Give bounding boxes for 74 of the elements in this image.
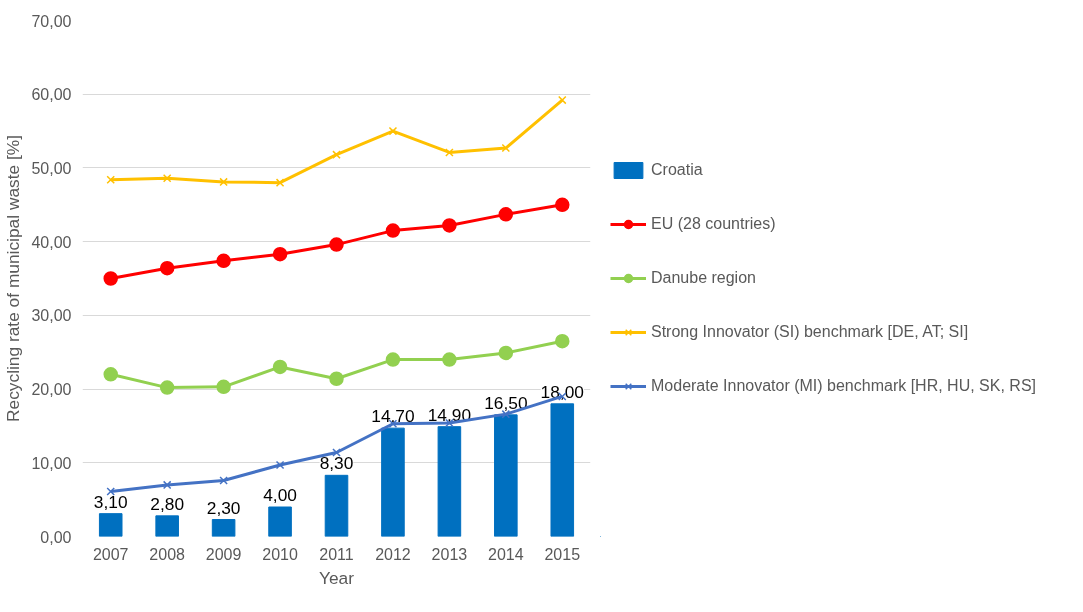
- data-label: 8,30: [319, 453, 354, 474]
- data-label: 14,90: [427, 404, 472, 425]
- point: [388, 126, 398, 136]
- point: [103, 271, 118, 286]
- point: [555, 197, 570, 213]
- bar: [155, 515, 179, 537]
- point: [385, 352, 401, 367]
- point: [557, 95, 567, 105]
- data-label: 16,50: [484, 392, 528, 413]
- point: [442, 352, 457, 367]
- x-tick-label: 2007: [92, 545, 129, 563]
- bar: [437, 426, 462, 537]
- data-label: 2,80: [150, 493, 185, 514]
- y-tick-label: 40,00: [31, 233, 72, 251]
- point: [329, 237, 344, 252]
- point: [103, 367, 118, 382]
- data-label: 2,30: [206, 497, 241, 518]
- y-tick-label: 70,00: [31, 12, 72, 30]
- x-tick-label: 2009: [205, 545, 242, 563]
- point: [275, 178, 285, 187]
- x-tick-label: 2008: [149, 545, 186, 563]
- point: [498, 345, 514, 361]
- point: [219, 476, 228, 485]
- x-tick-label: 2010: [262, 545, 298, 563]
- x-tick-label: 2012: [375, 545, 411, 563]
- point: [162, 173, 172, 183]
- data-label: 14,70: [371, 406, 415, 427]
- point: [329, 371, 344, 386]
- point: [442, 218, 457, 233]
- legend-label: Moderate Innovator (MI) benchmark [HR, HU, SK, RS]: [651, 377, 1037, 395]
- point: [332, 448, 341, 457]
- point: [159, 260, 175, 276]
- y-axis-title: Recycling rate of municipal waste [%]: [3, 135, 24, 422]
- point: [106, 175, 116, 185]
- legend-label: Croatia: [651, 161, 703, 179]
- point: [159, 380, 175, 395]
- point: [216, 253, 231, 269]
- point: [332, 150, 341, 159]
- x-tick-label: 2015: [544, 545, 581, 563]
- y-tick-label: 60,00: [31, 86, 72, 104]
- point: [555, 333, 570, 349]
- y-tick-label: 0,00: [40, 528, 72, 546]
- data-label: 3,10: [93, 491, 128, 512]
- point: [498, 207, 514, 222]
- legend-label: Strong Innovator (SI) benchmark [DE, AT; SI]: [651, 323, 969, 341]
- x-axis-title: Year: [318, 567, 355, 588]
- y-tick-label: 50,00: [31, 159, 72, 177]
- legend-label: Danube region: [651, 269, 756, 287]
- legend-label: EU (28 countries): [651, 215, 776, 233]
- point: [272, 359, 288, 375]
- point: [501, 143, 511, 153]
- point: [275, 460, 285, 470]
- bar: [324, 474, 349, 537]
- x-tick-label: 2014: [488, 545, 524, 563]
- y-tick-label: 10,00: [31, 454, 72, 472]
- bar: [268, 506, 292, 537]
- bar: [381, 427, 405, 537]
- y-tick-label: 20,00: [31, 381, 72, 399]
- bar: [550, 403, 575, 537]
- bar: [98, 513, 123, 537]
- point: [445, 148, 454, 157]
- point: [219, 177, 228, 187]
- point: [162, 480, 172, 490]
- y-tick-label: 30,00: [31, 307, 72, 325]
- point: [216, 379, 231, 395]
- x-tick-label: 2011: [319, 545, 354, 563]
- bar: [211, 519, 236, 537]
- bar: [494, 414, 518, 537]
- data-label: 4,00: [263, 485, 297, 506]
- point: [272, 246, 288, 262]
- x-tick-label: 2013: [431, 545, 468, 563]
- point: [385, 223, 401, 238]
- point: [106, 487, 116, 496]
- data-label: 18,00: [540, 381, 584, 402]
